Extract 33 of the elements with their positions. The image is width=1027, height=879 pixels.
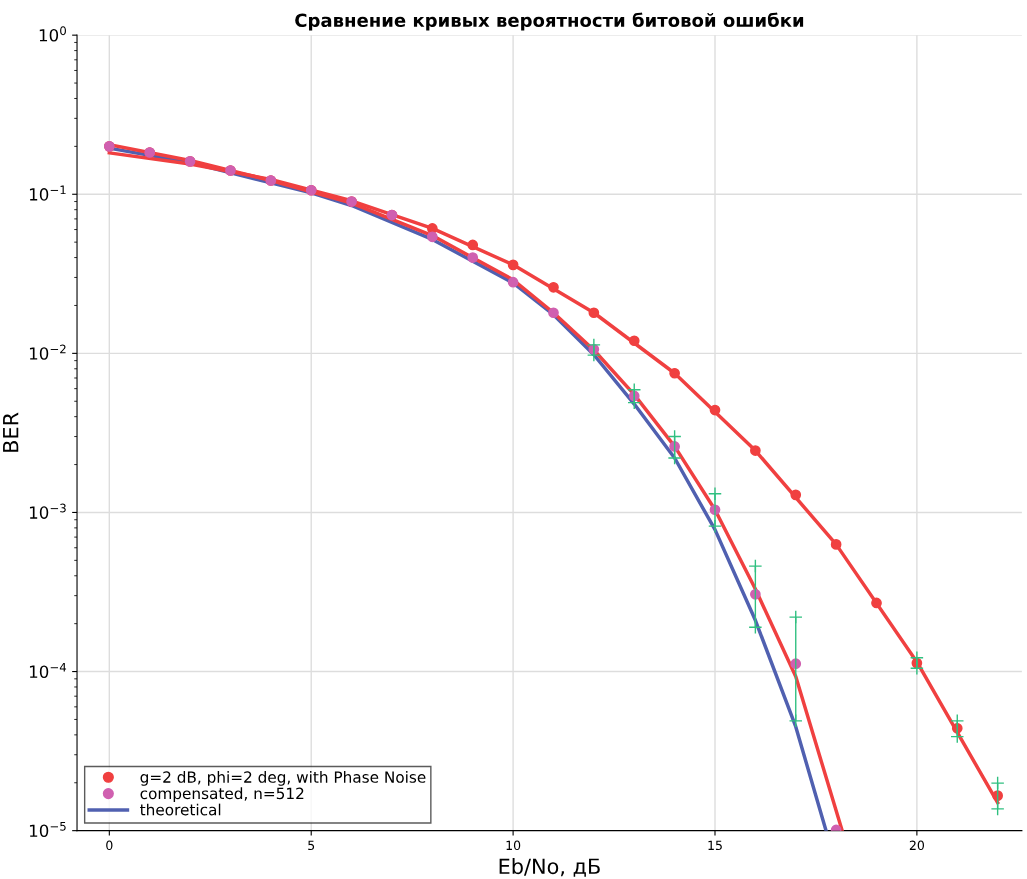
point [588,307,600,319]
y-tick-label: 10$^{−5}$ [29,821,66,838]
point [709,404,721,416]
x-tick-label: 10 [506,840,521,851]
point [467,239,479,251]
point [507,276,519,288]
point [830,539,842,550]
x-tick-label: 20 [909,840,925,851]
point [548,281,559,293]
point [669,367,680,379]
point [548,307,559,319]
chart-title: Сравнение кривых вероятности битовой ошибки [295,12,804,31]
point [507,259,519,271]
y-tick-label: 10$^{−2}$ [29,344,66,360]
point [426,231,438,243]
x-tick-label: 5 [308,840,315,851]
y-tick-label: 10$^{−4}$ [29,662,67,679]
x-tick-label: 0 [106,840,113,851]
x-tick-label: 15 [708,840,722,851]
point [467,252,479,263]
legend-label: theoretical [140,803,221,816]
y-axis-title: BER [3,412,19,452]
y-tick-label: 10$^{−3}$ [29,503,66,519]
point [790,489,802,501]
point [426,223,438,234]
y-tick-label: 10$^{−1}$ [29,185,66,201]
y-tick-label: 10$^{0}$ [39,26,66,42]
x-axis-title: Eb/No, дБ [499,858,600,877]
legend-label: compensated, n=512 [140,787,304,803]
point [628,335,640,347]
point [871,597,882,609]
legend-label: g=2 dB, phi=2 deg, with Phase Noise [140,771,426,786]
point [750,445,761,456]
